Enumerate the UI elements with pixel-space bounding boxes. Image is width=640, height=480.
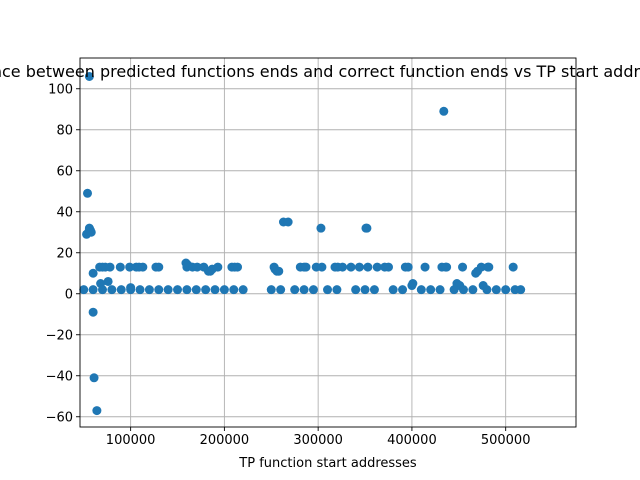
- scatter-point: [213, 262, 223, 272]
- scatter-point: [182, 285, 192, 295]
- chart-title: Difference between predicted functions e…: [0, 62, 640, 81]
- scatter-point: [98, 285, 108, 295]
- y-tick-label: 0: [65, 287, 73, 302]
- scatter-point: [301, 262, 311, 272]
- scatter-point: [362, 223, 372, 233]
- scatter-point: [79, 285, 89, 295]
- scatter-point: [210, 285, 220, 295]
- x-axis-label: TP function start addresses: [238, 456, 417, 471]
- scatter-point: [138, 262, 148, 272]
- scatter-point: [458, 262, 468, 272]
- scatter-point: [290, 285, 300, 295]
- scatter-point: [383, 262, 393, 272]
- scatter-point: [317, 262, 327, 272]
- scatter-point: [103, 276, 113, 286]
- scatter-point: [316, 223, 326, 233]
- y-tick-label: 60: [56, 164, 73, 179]
- y-tick-label: −20: [46, 328, 73, 343]
- scatter-point: [354, 262, 364, 272]
- scatter-point: [351, 285, 361, 295]
- scatter-point: [416, 285, 426, 295]
- scatter-point: [398, 285, 408, 295]
- scatter-point: [84, 71, 94, 81]
- scatter-point: [86, 227, 96, 237]
- scatter-point: [173, 285, 183, 295]
- scatter-point: [144, 285, 154, 295]
- y-tick-label: 40: [56, 205, 73, 220]
- scatter-point: [346, 262, 356, 272]
- scatter-point: [501, 285, 511, 295]
- x-tick-label: 500000: [481, 433, 531, 448]
- scatter-point: [439, 106, 449, 116]
- x-tick-label: 300000: [293, 433, 343, 448]
- scatter-point: [458, 285, 468, 295]
- scatter-point: [403, 262, 413, 272]
- scatter-point: [276, 285, 286, 295]
- scatter-point: [201, 285, 211, 295]
- scatter-point: [363, 262, 373, 272]
- scatter-point: [332, 285, 342, 295]
- scatter-point: [516, 285, 526, 295]
- ticks-layer: 100000 200000 300000 400000 500000 −60 −40 −20 0…: [46, 82, 531, 448]
- plot-frame: [79, 57, 577, 428]
- y-tick-label: 100: [48, 82, 73, 97]
- scatter-point: [88, 268, 98, 278]
- scatter-point: [126, 285, 136, 295]
- scatter-point: [116, 285, 126, 295]
- scatter-point: [219, 285, 229, 295]
- scatter-point: [482, 285, 492, 295]
- y-tick-label: 80: [56, 123, 73, 138]
- scatter-point: [191, 285, 201, 295]
- scatter-point: [233, 262, 243, 272]
- scatter-point: [92, 406, 102, 416]
- x-tick-label: 400000: [387, 433, 437, 448]
- scatter-point: [426, 285, 436, 295]
- points-layer: [79, 71, 526, 416]
- scatter-point: [135, 285, 145, 295]
- scatter-point: [372, 262, 382, 272]
- scatter-point: [105, 262, 115, 272]
- x-tick-label: 100000: [106, 433, 156, 448]
- scatter-point: [274, 266, 284, 276]
- scatter-point: [308, 285, 318, 295]
- scatter-point: [192, 262, 202, 272]
- scatter-point: [408, 279, 418, 288]
- scatter-point: [468, 285, 478, 295]
- scatter-point: [508, 262, 518, 272]
- scatter-point: [89, 373, 99, 383]
- scatter-point: [125, 262, 135, 272]
- scatter-point: [491, 285, 501, 295]
- scatter-point: [360, 285, 370, 295]
- scatter-point: [283, 217, 293, 227]
- scatter-point: [154, 285, 164, 295]
- y-tick-label: 20: [56, 246, 73, 261]
- scatter-point: [435, 285, 445, 295]
- scatter-point: [238, 285, 248, 295]
- x-tick-label: 200000: [200, 433, 250, 448]
- scatter-point: [154, 262, 164, 272]
- scatter-point: [107, 285, 117, 295]
- scatter-point: [420, 262, 430, 272]
- scatter-point: [388, 285, 398, 295]
- scatter-point: [442, 262, 452, 272]
- scatter-point: [299, 285, 309, 295]
- scatter-point: [476, 262, 486, 272]
- y-tick-label: −40: [46, 369, 73, 384]
- scatter-point: [449, 285, 459, 295]
- scatter-point: [323, 285, 333, 295]
- scatter-point: [115, 262, 125, 272]
- y-tick-label: −60: [46, 410, 73, 425]
- grid-layer: [80, 58, 576, 427]
- scatter-point: [163, 285, 173, 295]
- scatter-point: [229, 285, 239, 295]
- scatter-point: [88, 307, 98, 317]
- scatter-point: [88, 285, 98, 295]
- scatter-point: [338, 262, 348, 272]
- scatter-point: [266, 285, 276, 295]
- scatter-point: [369, 285, 379, 295]
- scatter-point: [484, 262, 494, 272]
- scatter-point: [83, 188, 93, 198]
